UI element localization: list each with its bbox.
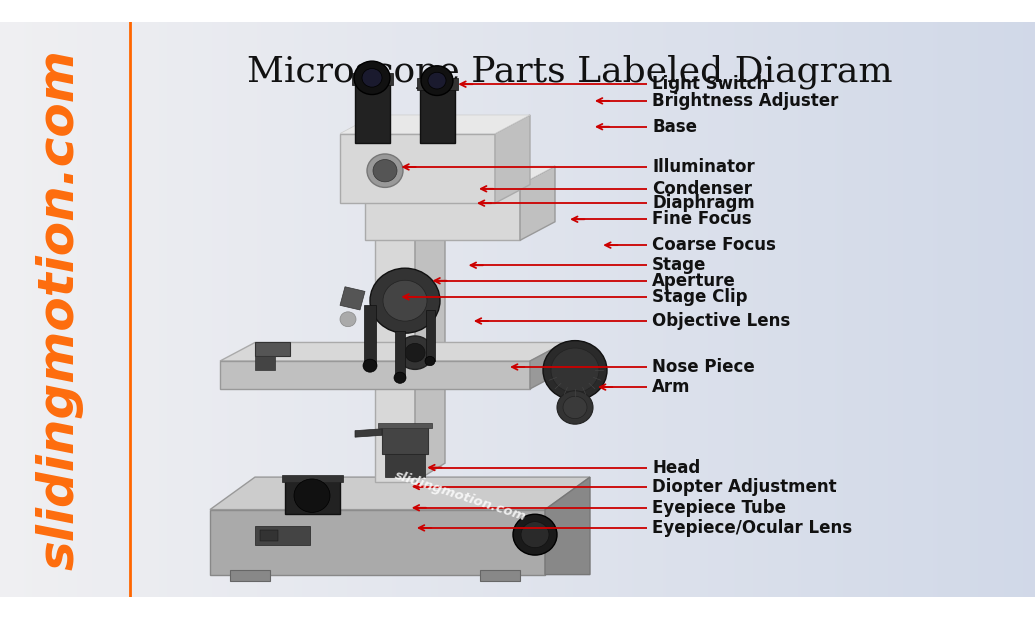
Bar	[230, 570, 270, 581]
Circle shape	[425, 357, 435, 366]
Polygon shape	[341, 115, 530, 134]
Polygon shape	[530, 342, 565, 389]
Text: Coarse Focus: Coarse Focus	[652, 236, 776, 254]
Polygon shape	[282, 475, 343, 482]
Circle shape	[362, 69, 382, 87]
Polygon shape	[420, 87, 455, 143]
Text: Base: Base	[652, 118, 697, 136]
Polygon shape	[385, 454, 425, 477]
Circle shape	[394, 372, 406, 383]
Circle shape	[428, 72, 446, 89]
Text: Brightness Adjuster: Brightness Adjuster	[652, 92, 838, 110]
Bar	[395, 331, 405, 378]
Polygon shape	[520, 166, 555, 240]
Text: Head: Head	[652, 459, 701, 477]
Text: Eyepiece Tube: Eyepiece Tube	[652, 499, 786, 517]
Bar	[426, 310, 435, 361]
Polygon shape	[352, 73, 393, 85]
Text: Nose Piece: Nose Piece	[652, 358, 755, 376]
Circle shape	[341, 312, 356, 327]
Text: Arm: Arm	[652, 378, 690, 396]
Polygon shape	[375, 171, 445, 189]
Polygon shape	[375, 189, 415, 482]
Polygon shape	[210, 477, 590, 509]
Text: Aperture: Aperture	[652, 272, 736, 290]
Polygon shape	[255, 357, 275, 370]
Circle shape	[551, 348, 599, 392]
Text: slidingmotion.com: slidingmotion.com	[392, 468, 528, 523]
Circle shape	[521, 522, 549, 548]
Text: Eyepiece/Ocular Lens: Eyepiece/Ocular Lens	[652, 519, 852, 537]
Text: Diaphragm: Diaphragm	[652, 194, 755, 212]
Polygon shape	[365, 166, 555, 184]
Bar	[255, 526, 310, 545]
Polygon shape	[285, 477, 341, 514]
Polygon shape	[365, 184, 520, 240]
Bar	[480, 570, 520, 581]
Circle shape	[405, 344, 425, 362]
Text: Fine Focus: Fine Focus	[652, 210, 751, 228]
Circle shape	[363, 359, 377, 372]
Polygon shape	[255, 342, 290, 357]
Circle shape	[354, 61, 390, 95]
Circle shape	[421, 66, 453, 95]
Text: Stage Clip: Stage Clip	[652, 288, 747, 306]
Polygon shape	[382, 426, 428, 454]
Polygon shape	[545, 477, 590, 574]
Circle shape	[397, 336, 433, 370]
Polygon shape	[495, 115, 530, 203]
Polygon shape	[341, 134, 495, 203]
Polygon shape	[355, 429, 382, 437]
Circle shape	[563, 396, 587, 418]
Polygon shape	[415, 171, 445, 482]
Circle shape	[367, 154, 403, 188]
Text: Condenser: Condenser	[652, 180, 752, 198]
Bar	[364, 305, 376, 366]
Circle shape	[543, 340, 607, 400]
Circle shape	[383, 280, 427, 321]
Text: Objective Lens: Objective Lens	[652, 312, 791, 330]
Polygon shape	[378, 423, 432, 428]
Text: Light Switch: Light Switch	[652, 75, 768, 93]
Polygon shape	[355, 82, 390, 143]
Text: Stage: Stage	[652, 256, 707, 274]
Text: Illuminator: Illuminator	[652, 158, 755, 176]
Circle shape	[373, 160, 397, 182]
Circle shape	[557, 391, 593, 424]
Circle shape	[294, 479, 330, 513]
Polygon shape	[210, 509, 545, 574]
Text: Diopter Adjustment: Diopter Adjustment	[652, 477, 836, 496]
Text: Microscope Parts Labeled Diagram: Microscope Parts Labeled Diagram	[247, 54, 893, 89]
Polygon shape	[341, 287, 365, 310]
Circle shape	[369, 268, 440, 333]
Polygon shape	[220, 361, 530, 389]
Circle shape	[513, 514, 557, 555]
Text: slidingmotion.com: slidingmotion.com	[36, 49, 84, 570]
Polygon shape	[417, 78, 459, 90]
Polygon shape	[220, 342, 565, 361]
Bar	[260, 530, 278, 541]
